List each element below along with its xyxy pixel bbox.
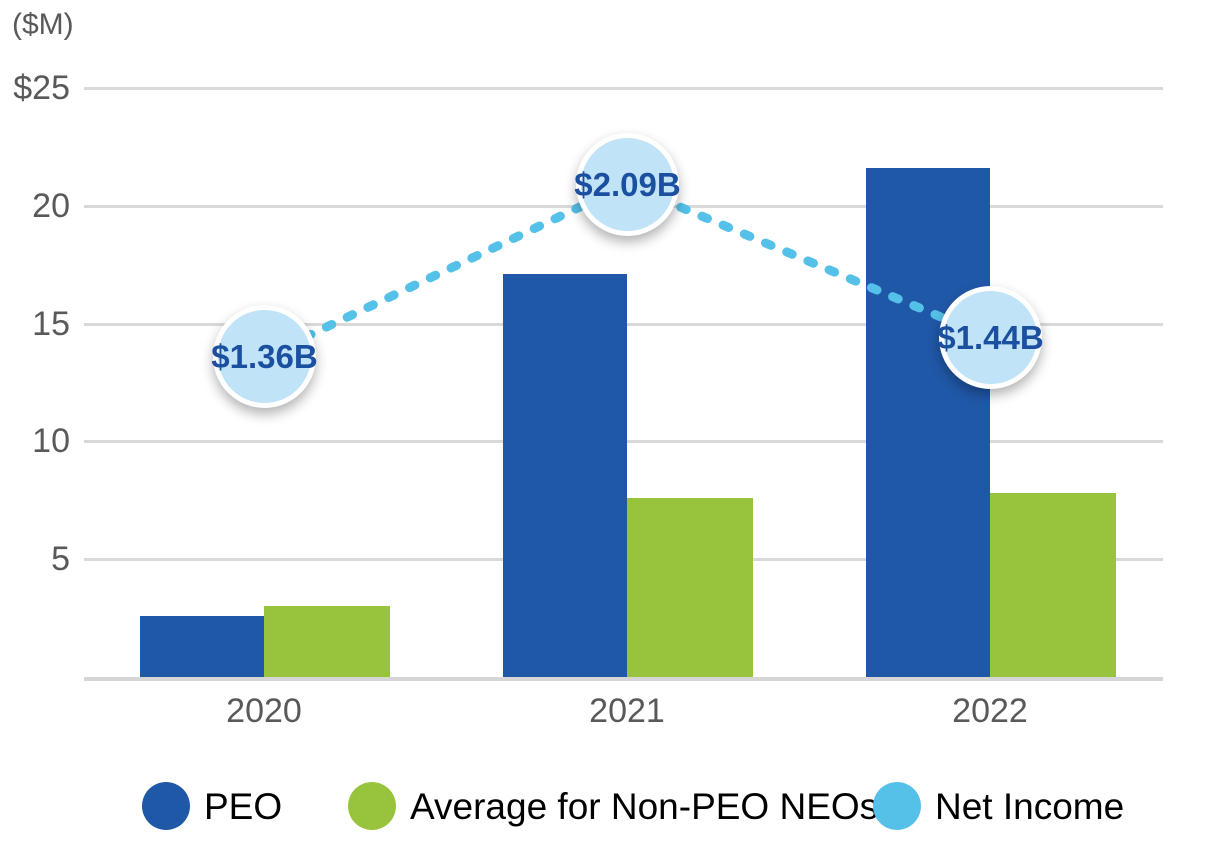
- legend: PEO Average for Non-PEO NEOs Net Income: [0, 782, 1224, 830]
- peo-bar-2020: [140, 616, 264, 677]
- net-income-bubble-2020: $1.36B: [211, 305, 318, 408]
- net-income-bubble-2021: $2.09B: [574, 133, 681, 236]
- gridline-25: [84, 87, 1163, 90]
- x-axis-label-2021: 2021: [589, 692, 665, 730]
- y-tick-label-10: 10: [32, 422, 70, 460]
- x-axis-label-2020: 2020: [226, 692, 302, 730]
- y-axis-unit-label: ($M): [12, 8, 74, 41]
- non-peo-bar-2021: [627, 498, 753, 677]
- peo-bar-2022: [866, 168, 990, 677]
- legend-label-peo: PEO: [204, 785, 283, 827]
- legend-item-non-peo-neos: Average for Non-PEO NEOs: [348, 782, 878, 830]
- x-axis-baseline: [84, 677, 1163, 681]
- non-peo-bar-2020: [264, 606, 390, 677]
- y-tick-label-20: 20: [32, 187, 70, 225]
- legend-label-net-income: Net Income: [935, 785, 1125, 827]
- net-income-legend-dot-icon: [873, 782, 921, 830]
- non-peo-bar-2022: [990, 493, 1116, 677]
- y-tick-label-25: $25: [13, 69, 70, 107]
- net-income-bubble-2022: $1.44B: [937, 286, 1044, 389]
- legend-item-net-income: Net Income: [873, 782, 1124, 830]
- peo-bar-2021: [503, 274, 627, 677]
- peo-legend-dot-icon: [142, 782, 190, 830]
- non-peo-legend-dot-icon: [348, 782, 396, 830]
- x-axis-label-2022: 2022: [952, 692, 1028, 730]
- legend-item-peo: PEO: [142, 782, 282, 830]
- legend-label-non-peo-neos: Average for Non-PEO NEOs: [410, 785, 879, 827]
- y-tick-label-15: 15: [32, 305, 70, 343]
- y-tick-label-5: 5: [51, 540, 70, 578]
